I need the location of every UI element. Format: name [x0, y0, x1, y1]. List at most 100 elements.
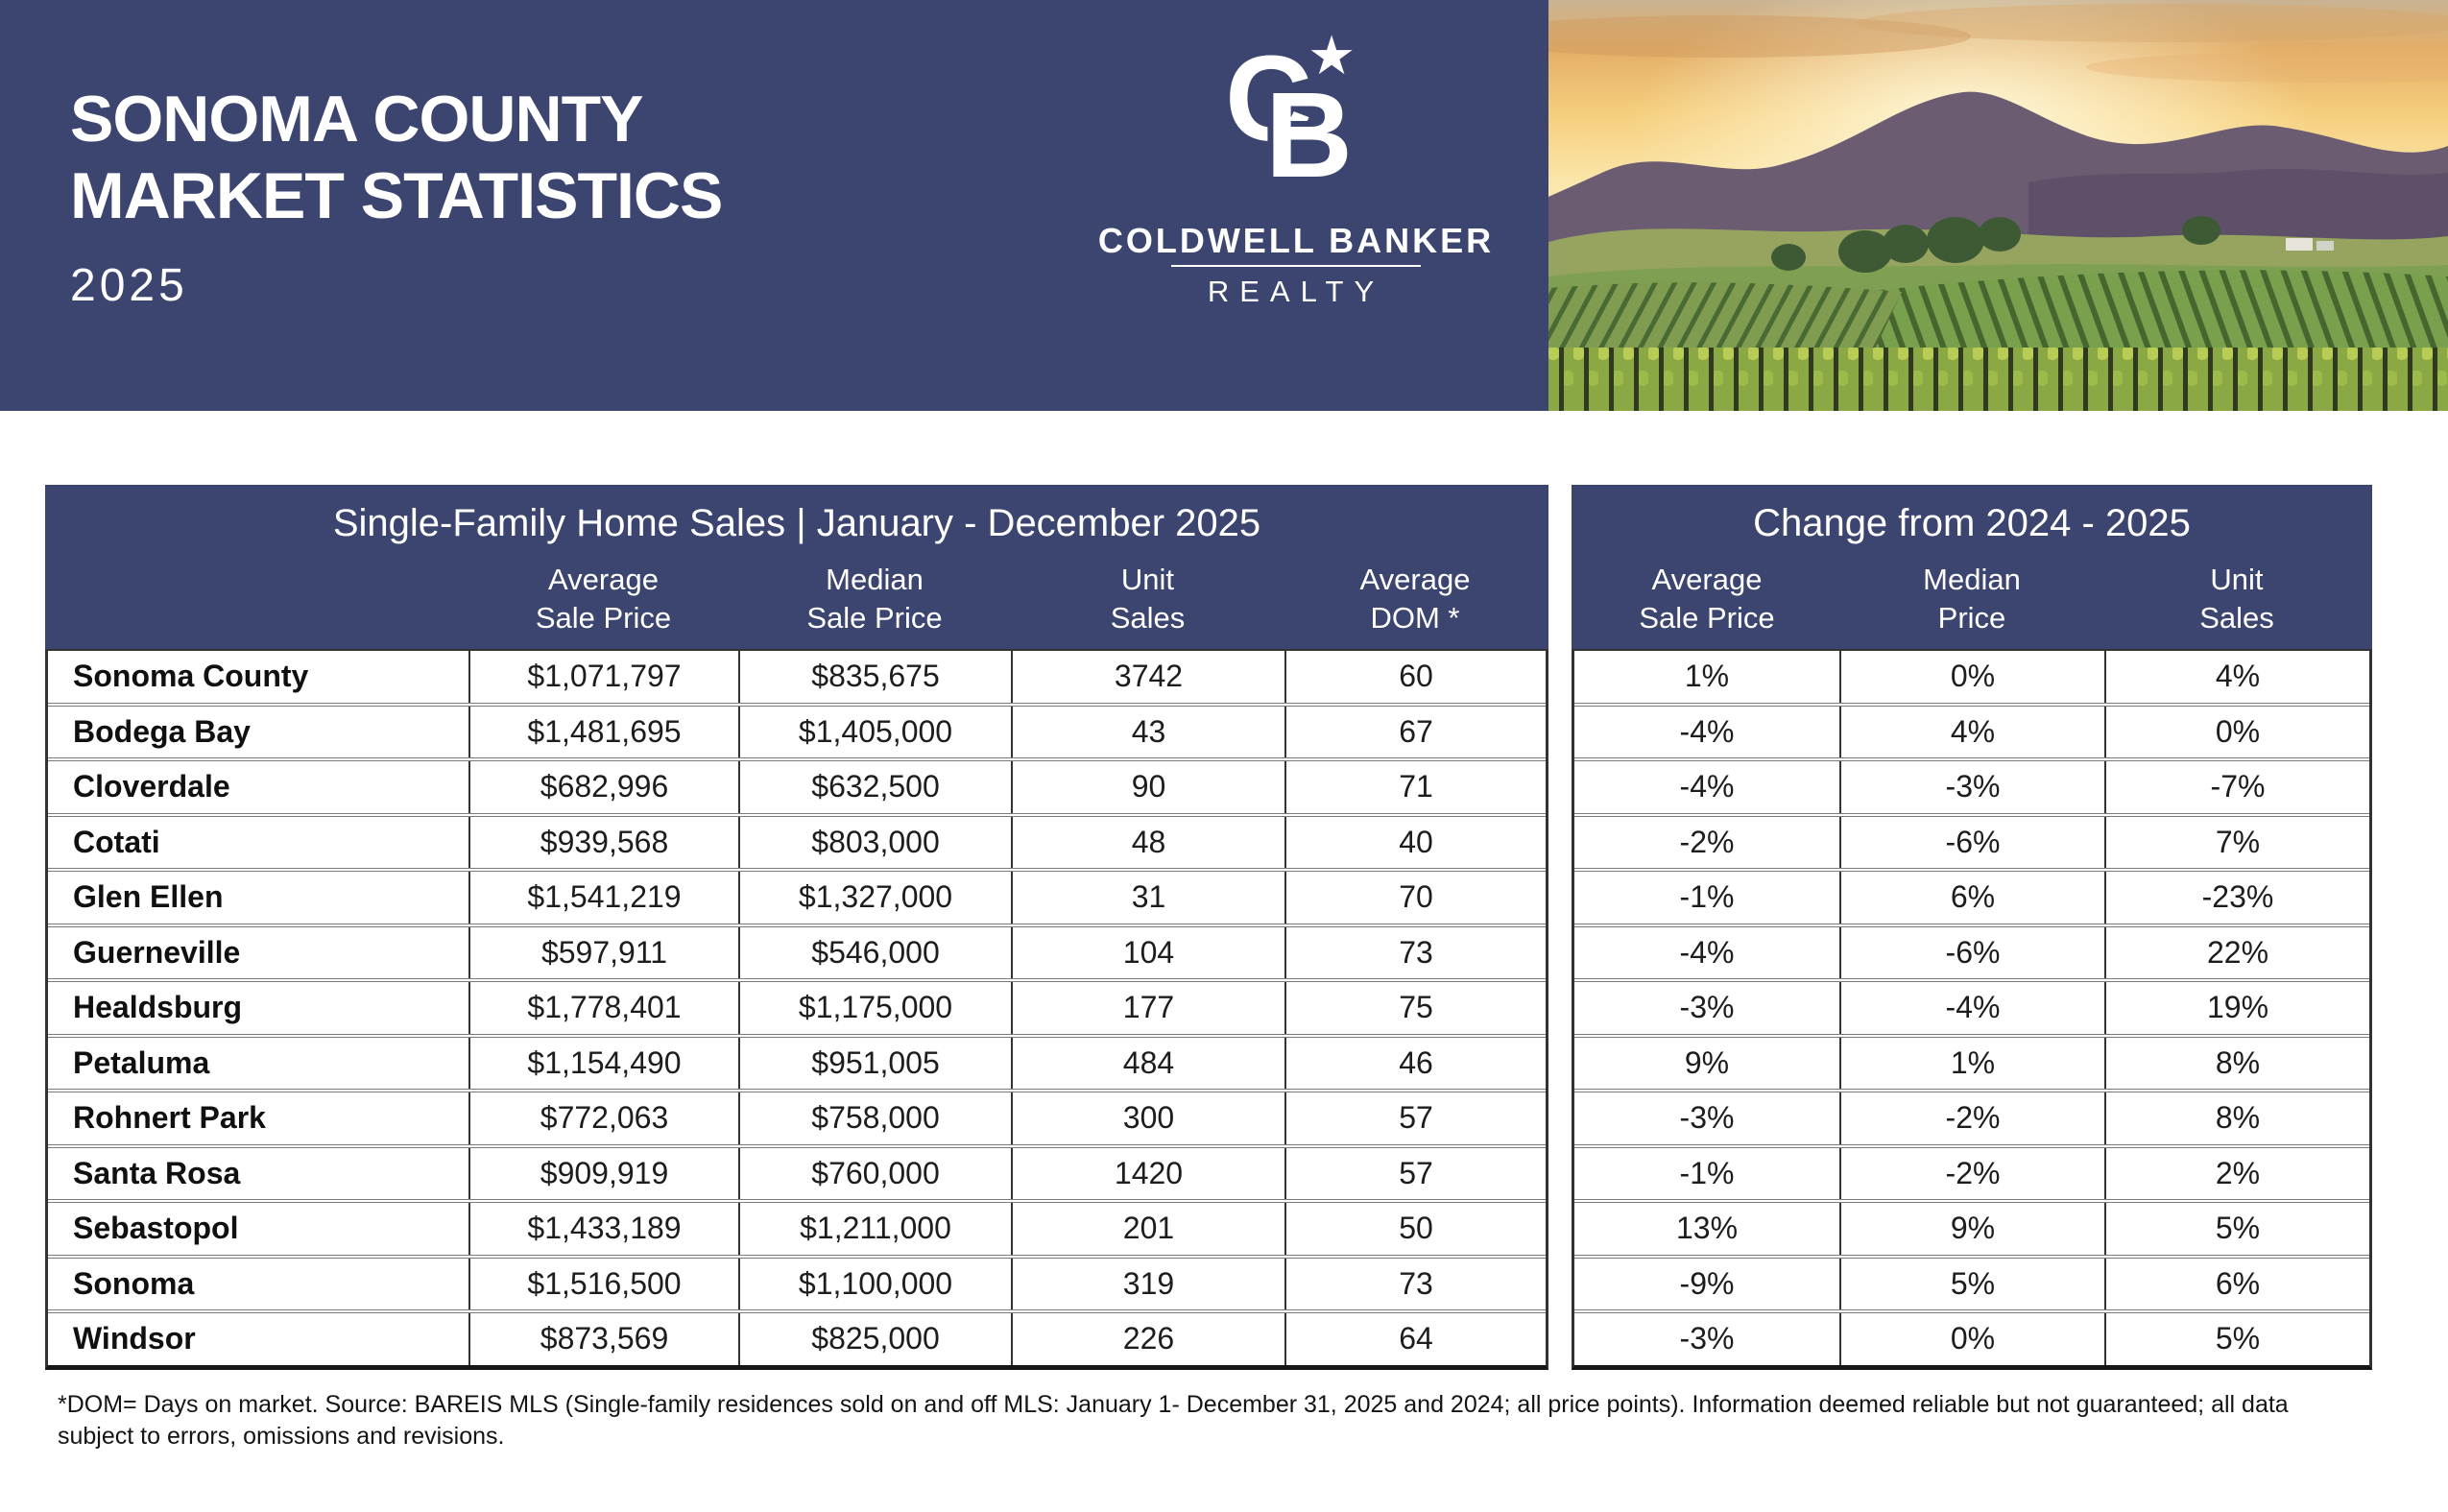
- average-dom: 57: [1284, 1092, 1546, 1144]
- sales-table-body: Sonoma County $1,071,797 $835,675 3742 60 Bod…: [45, 649, 1548, 1370]
- unit-sales: 1420: [1011, 1147, 1284, 1199]
- table-row: Bodega Bay $1,481,695 $1,405,000 43 67: [48, 702, 1546, 757]
- median-sale-price: $1,327,000: [738, 872, 1011, 924]
- unit-sales-change: 22%: [2104, 926, 2369, 978]
- area-name: Healdsburg: [73, 990, 243, 1025]
- area-name: Bodega Bay: [73, 713, 251, 749]
- avg-sale-price: $1,481,695: [468, 706, 738, 757]
- table-row: Santa Rosa $909,919 $760,000 1420 57: [48, 1143, 1546, 1199]
- logo-letter-c: C: [1225, 31, 1312, 166]
- unit-sales: 226: [1011, 1313, 1284, 1365]
- change-table-title: Change from 2024 - 2025: [1753, 502, 2191, 544]
- table-row: -1% -2% 2%: [1574, 1143, 2369, 1199]
- column-header-line: Sale Price: [806, 601, 943, 635]
- median-price-change: -2%: [1839, 1092, 2104, 1144]
- change-column-headers: Average Sale Price Median Price Unit Sal…: [1574, 561, 2369, 637]
- table-row: Petaluma $1,154,490 $951,005 484 46: [48, 1033, 1546, 1089]
- column-header-line: Sale Price: [535, 601, 672, 635]
- average-dom: 40: [1284, 816, 1546, 868]
- column-header-line: DOM *: [1370, 601, 1460, 635]
- table-row: Sebastopol $1,433,189 $1,211,000 201 50: [48, 1199, 1546, 1255]
- median-sale-price: $1,405,000: [738, 706, 1011, 757]
- avg-sale-price: $939,568: [468, 816, 738, 868]
- logo-divider-line: [1171, 265, 1421, 267]
- logo-letter-b: B: [1265, 67, 1353, 203]
- average-dom: 70: [1284, 872, 1546, 924]
- area-name: Santa Rosa: [73, 1155, 241, 1190]
- table-row: -9% 5% 6%: [1574, 1254, 2369, 1309]
- avg-sale-price: $873,569: [468, 1313, 738, 1365]
- unit-sales-change: 4%: [2104, 651, 2369, 703]
- median-sale-price: $632,500: [738, 761, 1011, 813]
- median-price-change: -6%: [1839, 926, 2104, 978]
- median-price-change: -2%: [1839, 1147, 2104, 1199]
- column-header-line: Unit: [1120, 563, 1175, 596]
- column-header-line: Sales: [1110, 601, 1186, 635]
- footnote-line2: subject to errors, omissions and revisio…: [58, 1423, 505, 1450]
- avg-sale-price: $1,516,500: [468, 1258, 738, 1309]
- table-row: -3% -2% 8%: [1574, 1089, 2369, 1144]
- column-header-line: Average: [548, 563, 659, 596]
- unit-sales-change: 5%: [2104, 1203, 2369, 1255]
- unit-sales: 104: [1011, 926, 1284, 978]
- median-sale-price: $760,000: [738, 1147, 1011, 1199]
- avg-sale-price-change: -9%: [1679, 1265, 1735, 1301]
- area-name: Windsor: [73, 1321, 196, 1356]
- avg-sale-price-change: -4%: [1679, 934, 1735, 970]
- avg-sale-price: $1,541,219: [468, 872, 738, 924]
- area-name: Guerneville: [73, 934, 241, 970]
- unit-sales: 300: [1011, 1092, 1284, 1144]
- median-price-change: 0%: [1839, 651, 2104, 703]
- logo-division-name: REALTY: [1207, 275, 1385, 308]
- coldwell-banker-logo: C B ★ COLDWELL BANKER REALTY: [1094, 0, 1498, 411]
- column-header-unit-sales-change: Unit Sales: [2104, 561, 2369, 637]
- average-dom: 75: [1284, 982, 1546, 1034]
- column-header-median-price-change: Median Price: [1839, 561, 2104, 637]
- avg-sale-price-change: -3%: [1679, 1321, 1735, 1356]
- unit-sales: 201: [1011, 1203, 1284, 1255]
- unit-sales-change: -7%: [2104, 761, 2369, 813]
- table-row: Glen Ellen $1,541,219 $1,327,000 31 70: [48, 868, 1546, 924]
- avg-sale-price-change: 9%: [1684, 1044, 1730, 1080]
- page-title-line1: SONOMA COUNTY: [70, 83, 643, 156]
- unit-sales: 3742: [1011, 651, 1284, 703]
- unit-sales: 90: [1011, 761, 1284, 813]
- average-dom: 50: [1284, 1203, 1546, 1255]
- column-header-median-sale-price: Median Sale Price: [738, 561, 1011, 637]
- column-header-unit-sales: Unit Sales: [1011, 561, 1284, 637]
- change-table: Change from 2024 - 2025 Average Sale Pri…: [1572, 485, 2372, 1370]
- average-dom: 71: [1284, 761, 1546, 813]
- table-row: Sonoma $1,516,500 $1,100,000 319 73: [48, 1254, 1546, 1309]
- area-name: Cotati: [73, 824, 160, 859]
- star-icon: ★: [1308, 25, 1356, 85]
- table-row: Healdsburg $1,778,401 $1,175,000 177 75: [48, 978, 1546, 1034]
- column-header-line: Median: [826, 563, 924, 596]
- column-header-line: Price: [1937, 601, 2006, 635]
- avg-sale-price: $1,778,401: [468, 982, 738, 1034]
- median-sale-price: $835,675: [738, 651, 1011, 703]
- median-price-change: 5%: [1839, 1258, 2104, 1309]
- area-name: Rohnert Park: [73, 1100, 266, 1136]
- average-dom: 46: [1284, 1037, 1546, 1089]
- vineyard-photo: [1548, 0, 2448, 411]
- area-name: Sebastopol: [73, 1211, 239, 1246]
- unit-sales: 43: [1011, 706, 1284, 757]
- avg-sale-price: $909,919: [468, 1147, 738, 1199]
- area-name: Petaluma: [73, 1044, 210, 1080]
- column-header-line: Sale Price: [1639, 601, 1775, 635]
- unit-sales-change: 6%: [2104, 1258, 2369, 1309]
- unit-sales-change: 0%: [2104, 706, 2369, 757]
- median-sale-price: $1,175,000: [738, 982, 1011, 1034]
- table-row: -4% -3% -7%: [1574, 757, 2369, 813]
- avg-sale-price-change: -2%: [1679, 824, 1735, 859]
- median-price-change: 6%: [1839, 872, 2104, 924]
- change-table-header: Change from 2024 - 2025 Average Sale Pri…: [1572, 485, 2372, 649]
- column-header-area: [48, 561, 468, 637]
- table-row: -3% 0% 5%: [1574, 1309, 2369, 1365]
- avg-sale-price: $682,996: [468, 761, 738, 813]
- median-sale-price: $758,000: [738, 1092, 1011, 1144]
- table-row: -1% 6% -23%: [1574, 868, 2369, 924]
- table-row: -4% -6% 22%: [1574, 923, 2369, 978]
- avg-sale-price-change: -4%: [1679, 769, 1735, 804]
- sales-column-headers: Average Sale Price Median Sale Price Uni…: [48, 561, 1546, 637]
